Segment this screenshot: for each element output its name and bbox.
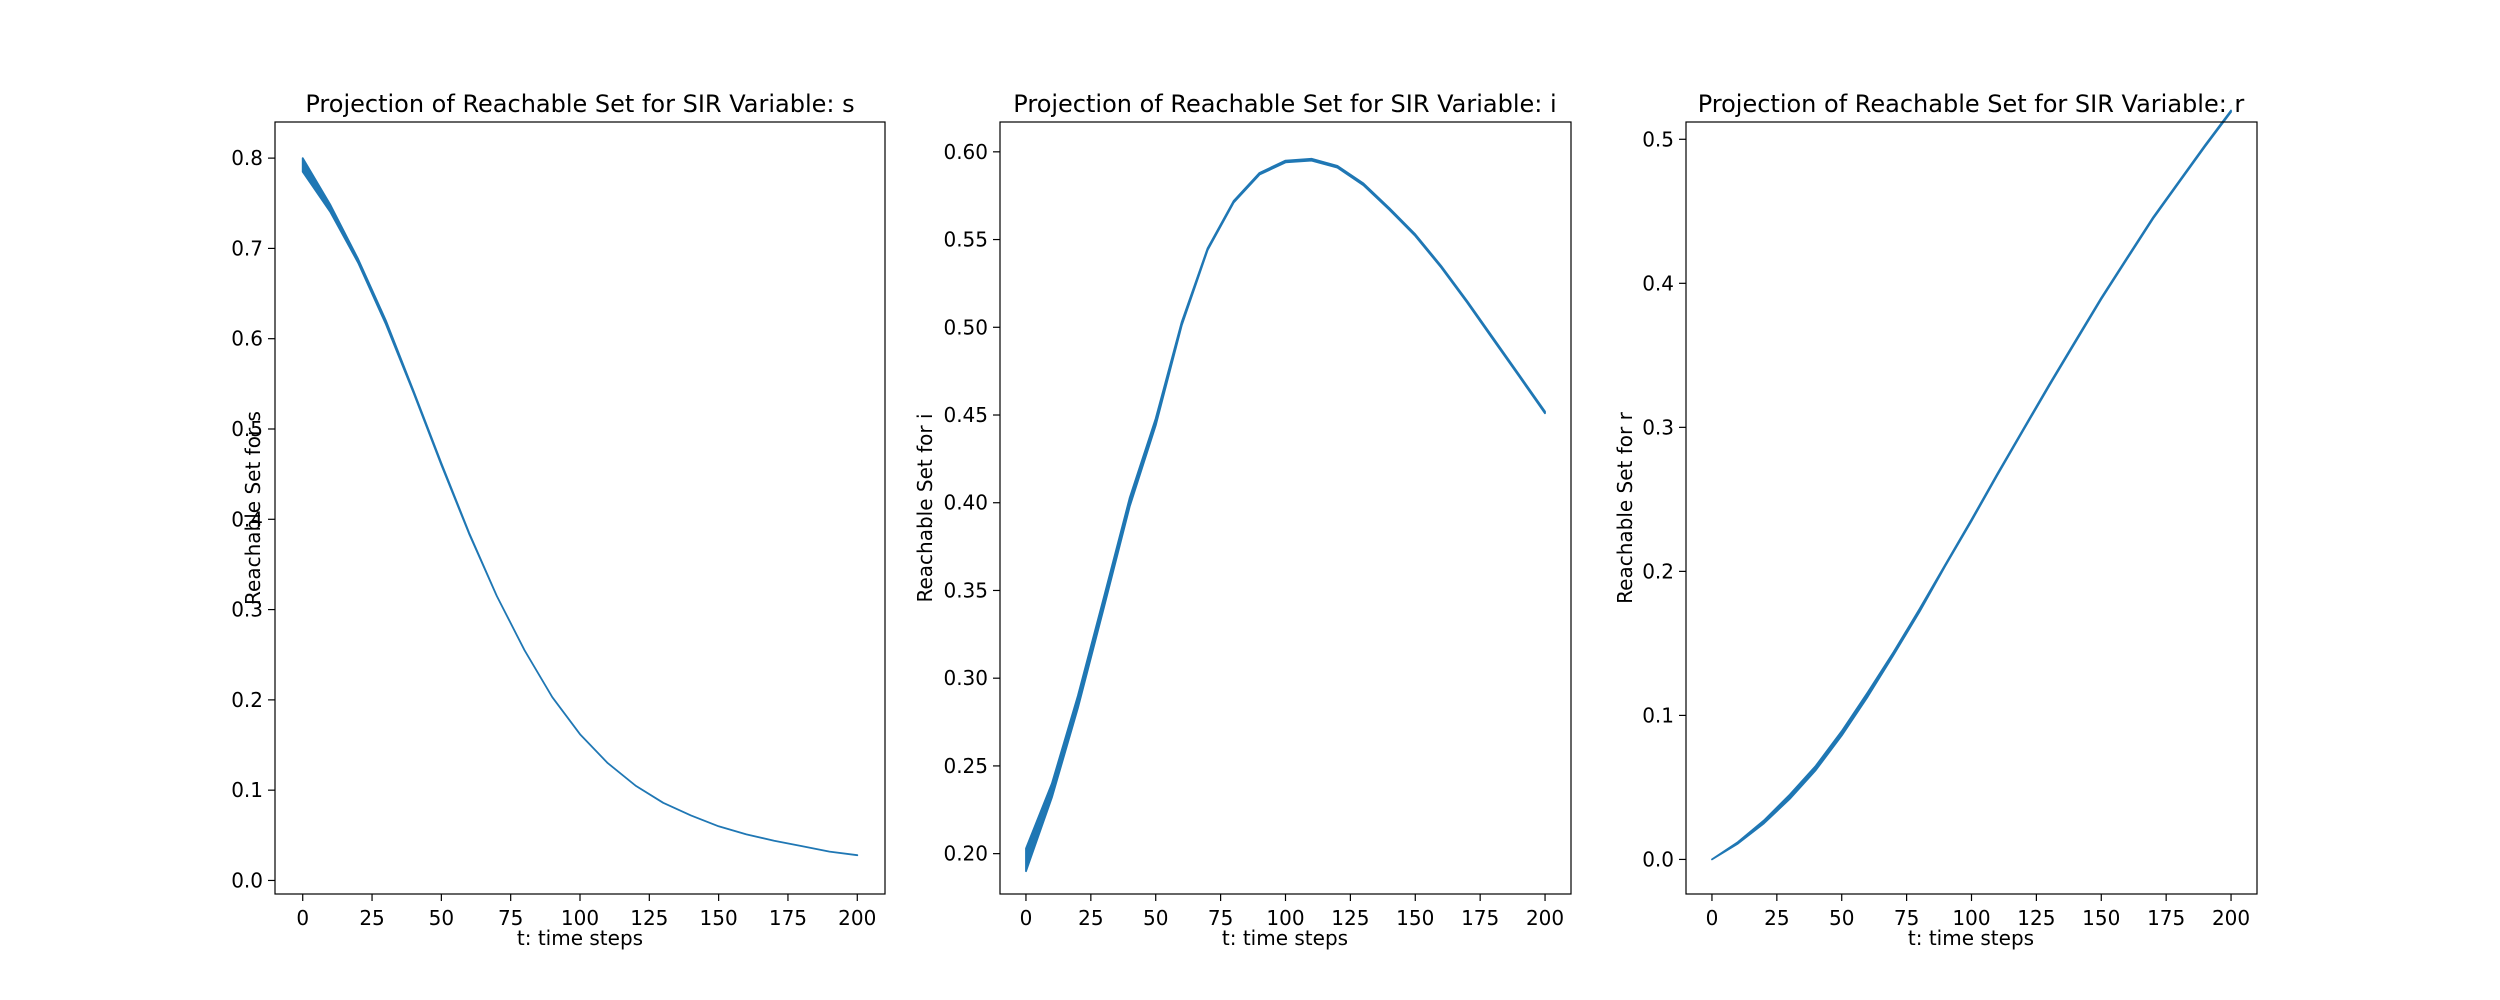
x-tick-label: 150 (700, 906, 738, 930)
x-tick-label: 75 (1208, 906, 1233, 930)
x-tick-label: 150 (2082, 906, 2120, 930)
chart-title: Projection of Reachable Set for SIR Vari… (305, 90, 854, 118)
y-tick-label: 0.50 (943, 315, 988, 339)
y-tick-label: 0.0 (231, 868, 263, 892)
x-tick-label: 150 (1396, 906, 1434, 930)
plot-frame (1685, 121, 2258, 895)
y-tick-label: 0.6 (231, 327, 263, 351)
x-tick-label: 175 (1461, 906, 1499, 930)
x-tick-label: 175 (2147, 906, 2185, 930)
plot-area: 0 25 50 75 100 125 150 175 200 0.0 0.1 0.2 0.3 0.4 0.5 (1642, 109, 2250, 930)
reachable-set-band (1025, 157, 1546, 873)
y-tick-label: 0.4 (1642, 271, 1674, 295)
y-tick-label: 0.1 (1642, 703, 1674, 727)
x-tick-label: 100 (1266, 906, 1304, 930)
x-tick-label: 50 (429, 906, 454, 930)
x-tick-label: 75 (1894, 906, 1919, 930)
x-axis-label: t: time steps (1222, 926, 1348, 950)
y-tick-label: 0.45 (943, 403, 988, 427)
y-tick-label: 0.2 (1642, 559, 1674, 583)
reachable-set-band (301, 157, 859, 857)
y-tick-label: 0.3 (1642, 415, 1674, 439)
x-tick-label: 50 (1829, 906, 1854, 930)
x-tick-label: 200 (2212, 906, 2250, 930)
chart-r: Projection of Reachable Set for SIR Vari… (1613, 90, 2258, 950)
x-tick-label: 0 (1020, 906, 1033, 930)
chart-s: Projection of Reachable Set for SIR Vari… (231, 90, 886, 950)
x-tick-label: 125 (1331, 906, 1369, 930)
plot-frame (274, 121, 886, 895)
x-tick-label: 200 (838, 906, 876, 930)
x-tick-label: 75 (498, 906, 523, 930)
y-axis-label: Reachable Set for i (913, 413, 937, 602)
y-tick-label: 0.4 (231, 507, 263, 531)
chart-title: Projection of Reachable Set for SIR Vari… (1013, 90, 1556, 118)
y-tick-label: 0.55 (943, 228, 988, 252)
y-tick-label: 0.0 (1642, 847, 1674, 871)
y-tick-label: 0.35 (943, 578, 988, 602)
x-tick-label: 175 (769, 906, 807, 930)
y-tick-label: 0.30 (943, 666, 988, 690)
y-tick-label: 0.40 (943, 491, 988, 515)
plot-frame (999, 121, 1572, 895)
plot-area: 0 25 50 75 100 125 150 175 200 0.0 0.1 0.2 0.3 0.4 0.5… (231, 146, 876, 930)
y-axis-label: Reachable Set for r (1613, 411, 1637, 603)
x-tick-label: 0 (296, 906, 309, 930)
y-tick-label: 0.3 (231, 598, 263, 622)
y-axis-label: Reachable Set for s (241, 411, 265, 605)
x-tick-label: 125 (2017, 906, 2055, 930)
y-tick-label: 0.1 (231, 778, 263, 802)
y-tick-label: 0.8 (231, 146, 263, 170)
x-tick-label: 0 (1706, 906, 1719, 930)
y-tick-label: 0.2 (231, 688, 263, 712)
chart-title: Projection of Reachable Set for SIR Vari… (1698, 90, 2245, 118)
reachable-set-band (1711, 109, 2232, 861)
y-tick-label: 0.5 (231, 417, 263, 441)
x-tick-label: 25 (359, 906, 384, 930)
x-axis-label: t: time steps (1908, 926, 2034, 950)
x-tick-label: 100 (561, 906, 599, 930)
x-tick-label: 25 (1078, 906, 1103, 930)
plot-area: 0 25 50 75 100 125 150 175 200 0.20 0.25 0.30 0.35 0.… (943, 140, 1564, 930)
x-axis-label: t: time steps (517, 926, 643, 950)
x-tick-label: 100 (1952, 906, 1990, 930)
y-tick-label: 0.20 (943, 842, 988, 866)
y-tick-label: 0.60 (943, 140, 988, 164)
x-tick-label: 125 (630, 906, 668, 930)
y-tick-label: 0.7 (231, 236, 263, 260)
x-tick-label: 200 (1526, 906, 1564, 930)
x-tick-label: 50 (1143, 906, 1168, 930)
y-tick-label: 0.25 (943, 754, 988, 778)
y-tick-label: 0.5 (1642, 127, 1674, 151)
x-tick-label: 25 (1764, 906, 1789, 930)
chart-i: Projection of Reachable Set for SIR Vari… (913, 90, 1572, 950)
